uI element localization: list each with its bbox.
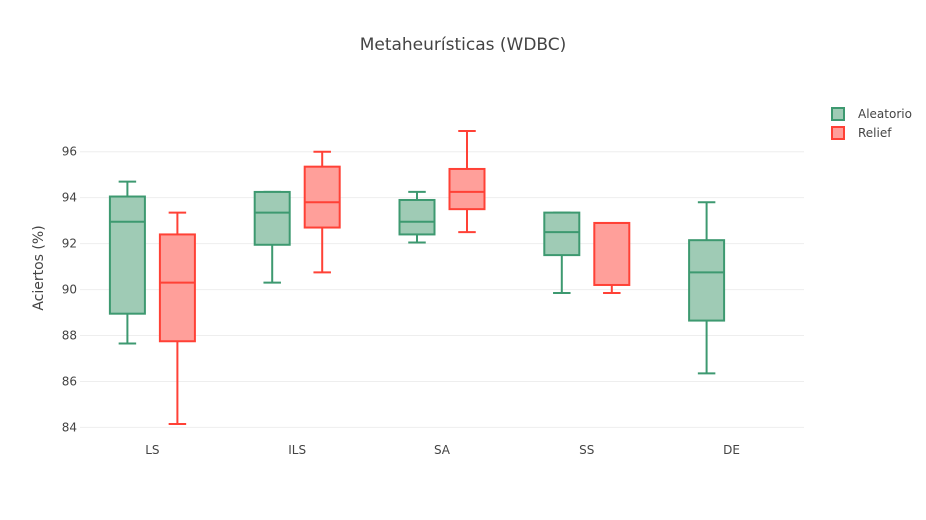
box-ss-relief[interactable] (593, 221, 631, 295)
x-tick-label: ILS (288, 443, 306, 457)
x-axis-ticks: LS ILS SA SS DE (145, 443, 740, 457)
box-ss-aleatorio[interactable] (543, 211, 581, 295)
chart-title: Metaheurísticas (WDBC) (360, 35, 567, 55)
series-relief (158, 130, 631, 425)
x-tick-label: DE (723, 443, 740, 457)
y-tick-label: 84 (62, 420, 77, 434)
y-tick-label: 96 (62, 145, 77, 159)
box-de-aleatorio[interactable] (688, 201, 726, 375)
y-axis-title: Aciertos (%) (31, 225, 47, 310)
box-sa-aleatorio[interactable] (398, 190, 436, 244)
legend-swatch (831, 107, 845, 121)
box-ils-relief[interactable] (303, 150, 341, 274)
y-tick-label: 92 (62, 237, 77, 251)
box-ils-aleatorio[interactable] (253, 190, 291, 284)
series-aleatorio (108, 180, 726, 375)
legend-label: Relief (858, 126, 892, 140)
legend-item-relief[interactable]: Relief (831, 126, 892, 140)
iqr-box (398, 198, 436, 236)
y-axis-ticks: 84 86 88 90 92 94 96 (62, 145, 77, 435)
iqr-box (593, 221, 631, 286)
iqr-box (108, 195, 146, 315)
iqr-box (688, 239, 726, 322)
box-series (108, 130, 726, 425)
iqr-box (158, 233, 196, 343)
legend-label: Aleatorio (858, 107, 912, 121)
legend-swatch (831, 126, 845, 140)
iqr-box (448, 167, 486, 211)
box-ls-relief[interactable] (158, 211, 196, 425)
iqr-box (253, 190, 291, 246)
y-tick-label: 88 (62, 329, 77, 343)
x-tick-label: SS (579, 443, 594, 457)
y-tick-label: 90 (62, 283, 77, 297)
x-tick-label: LS (145, 443, 159, 457)
box-sa-relief[interactable] (448, 130, 486, 234)
y-tick-label: 94 (62, 191, 77, 205)
legend-item-aleatorio[interactable]: Aleatorio (831, 107, 912, 121)
y-tick-label: 86 (62, 374, 77, 388)
iqr-box (543, 211, 581, 257)
gridlines (80, 151, 804, 428)
x-tick-label: SA (434, 443, 451, 457)
iqr-box (303, 165, 341, 229)
box-ls-aleatorio[interactable] (108, 180, 146, 345)
legend[interactable]: Aleatorio Relief (831, 107, 912, 140)
